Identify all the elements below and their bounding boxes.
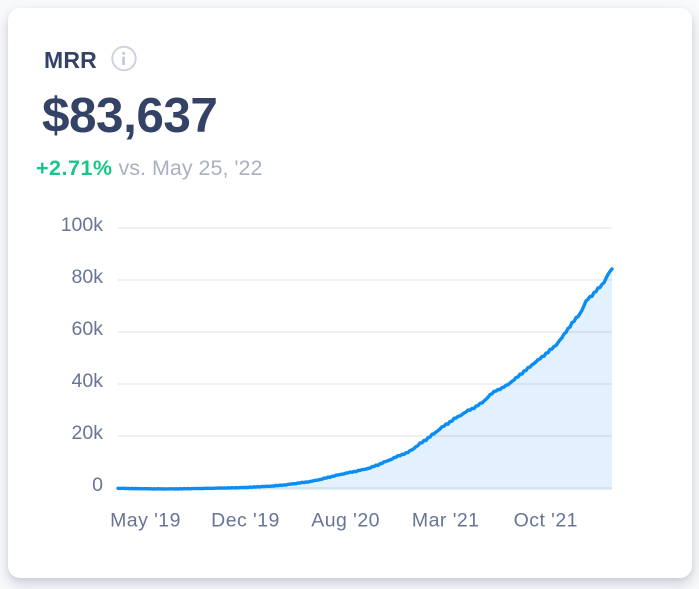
svg-text:100k: 100k — [61, 214, 104, 236]
svg-text:Dec '19: Dec '19 — [211, 510, 280, 532]
svg-text:60k: 60k — [72, 318, 104, 340]
svg-text:0: 0 — [92, 474, 103, 496]
svg-text:Mar '21: Mar '21 — [412, 510, 480, 532]
svg-text:Aug '20: Aug '20 — [311, 510, 380, 532]
svg-text:May '19: May '19 — [110, 510, 181, 532]
svg-text:40k: 40k — [72, 370, 104, 392]
svg-text:Oct '21: Oct '21 — [514, 510, 578, 532]
svg-text:20k: 20k — [72, 422, 104, 444]
svg-text:80k: 80k — [72, 266, 104, 288]
